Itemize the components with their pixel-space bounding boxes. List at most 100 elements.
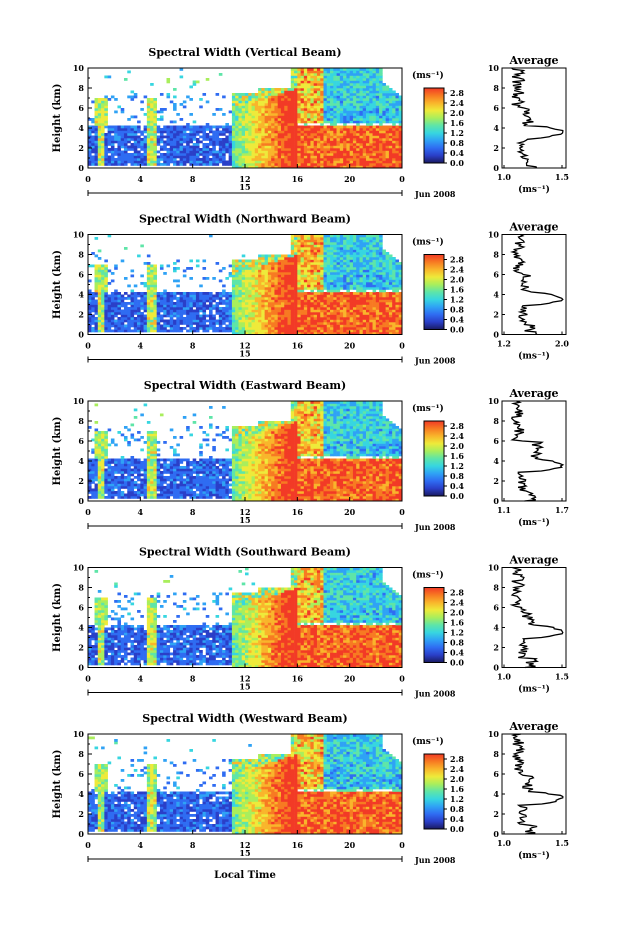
heatmap-cell [300,73,305,76]
heatmap-cell [287,274,292,278]
heatmap-cell [254,324,259,328]
heatmap-cell [104,120,108,124]
heatmap-cell [330,299,334,303]
heatmap-cell [274,302,279,305]
heatmap-cell [225,150,229,154]
heatmap-cell [150,294,154,298]
heatmap-cell [218,329,223,333]
heatmap-cell [290,158,295,161]
heatmap-cell [192,297,197,300]
heatmap-cell [133,140,138,144]
heatmap-cell [271,314,275,318]
heatmap-cell [346,115,350,119]
heatmap-cell [313,90,318,94]
heatmap-cell [166,324,171,328]
heatmap-cell [362,110,367,114]
heatmap-cell [231,145,236,149]
heatmap-cell [320,277,324,280]
heatmap-cell [258,133,262,136]
heatmap-cell [336,105,341,109]
heatmap-cell [310,108,314,111]
heatmap-cell [336,274,341,278]
heatmap-cell [280,259,285,263]
heatmap-cell [267,165,272,169]
heatmap-cell [189,312,193,315]
heatmap-cell [231,262,236,265]
heatmap-cell [143,299,148,303]
heatmap-cell [258,93,262,96]
heatmap-cell [310,319,314,323]
heatmap-cell [326,302,331,305]
heatmap-cell [264,322,269,325]
heatmap-cell [323,93,328,96]
heatmap-cell [359,143,364,146]
heatmap-cell [254,125,259,129]
heatmap-cell [310,68,314,71]
heatmap-cell [238,287,243,290]
heatmap-cell [362,237,367,240]
heatmap-cell [290,329,295,333]
heatmap-cell [375,78,380,81]
heatmap-cell [359,234,364,238]
heatmap-cell [274,138,279,141]
heatmap-cell [343,269,347,273]
heatmap-cell [366,160,370,164]
heatmap-cell [287,254,292,258]
heatmap-cell [91,155,95,159]
heatmap-cell [320,135,324,139]
heatmap-cell [104,327,108,330]
heatmap-cell [284,327,288,330]
heatmap-cell [379,95,383,99]
heatmap-cell [339,332,344,335]
heatmap-cell [150,148,154,151]
heatmap-cell [362,282,367,285]
heatmap-cell [150,103,154,106]
heatmap-cell [284,317,288,320]
heatmap-cell [313,309,318,313]
heatmap-cell [303,242,308,245]
heatmap-cell [320,242,324,245]
heatmap-cell [258,297,262,300]
heatmap-cell [290,105,295,109]
heatmap-cell [343,115,347,119]
heatmap-cell [287,163,292,166]
heatmap-cell [343,239,347,243]
heatmap-cell [372,80,377,84]
heatmap-cell [385,120,390,124]
heatmap-cell [238,145,243,149]
heatmap-cell [294,115,298,119]
heatmap-cell [114,314,118,318]
heatmap-cell [356,272,360,275]
heatmap-cell [127,135,131,139]
heatmap-cell [169,100,174,104]
heatmap-cell [212,138,216,141]
heatmap-cell [333,274,337,278]
heatmap-cell [153,297,157,300]
heatmap-cell [176,299,180,303]
heatmap-cell [271,150,275,154]
heatmap-cell [379,80,383,84]
heatmap-cell [280,309,285,313]
heatmap-cell [251,282,256,285]
heatmap-cell [359,138,364,141]
heatmap-cell [349,125,354,129]
heatmap-cell [359,115,364,119]
heatmap-cell [392,100,396,104]
heatmap-cell [235,153,239,156]
heatmap-cell [359,100,364,104]
heatmap-cell [294,70,298,74]
heatmap-cell [153,128,157,131]
heatmap-cell [369,108,373,111]
heatmap-cell [241,284,246,288]
heatmap-cell [241,143,246,146]
heatmap-cell [251,163,256,166]
heatmap-cell [320,110,324,114]
heatmap-cell [290,319,295,323]
heatmap-cell [140,140,144,144]
heatmap-cell [153,279,157,283]
heatmap-cell [330,98,334,101]
heatmap-cell [349,143,354,146]
heatmap-cell [287,133,292,136]
heatmap-cell [222,317,226,320]
heatmap-cell [114,322,118,325]
